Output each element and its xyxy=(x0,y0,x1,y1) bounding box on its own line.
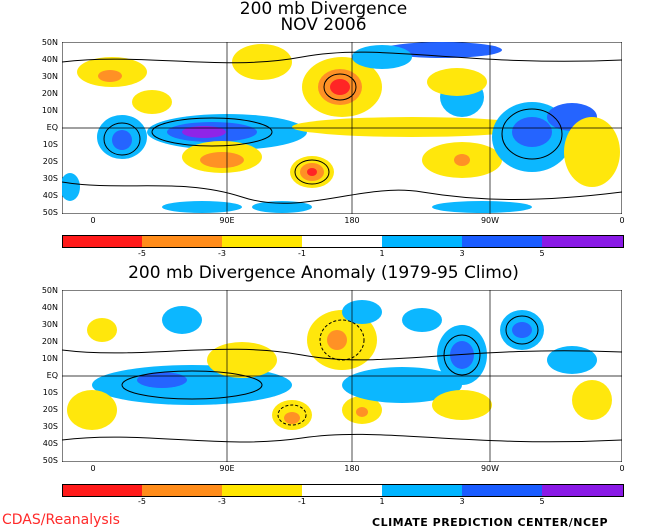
lat-label: 40N xyxy=(41,303,58,312)
map-title: 200 mb Divergence xyxy=(239,0,408,19)
lat-label: 40N xyxy=(41,55,58,64)
colorbar-tick: -1 xyxy=(298,497,306,506)
lat-label: EQ xyxy=(46,123,58,132)
lat-label: 50S xyxy=(42,456,58,465)
lon-label: 0 xyxy=(90,464,96,473)
lon-label: 0 xyxy=(90,216,96,225)
lon-label: 0 xyxy=(619,216,625,225)
lon-label: 0 xyxy=(619,464,625,473)
lat-label: 30S xyxy=(42,174,58,183)
lon-label: 180 xyxy=(344,464,360,473)
colorbar xyxy=(62,235,624,248)
divergence-anomaly-map xyxy=(62,290,622,462)
data-source-label: CDAS/Reanalysis xyxy=(2,512,120,528)
lon-label: 180 xyxy=(344,216,360,225)
colorbar-tick: -5 xyxy=(138,497,146,506)
lat-label: 20N xyxy=(41,89,58,98)
agency-label: CLIMATE PREDICTION CENTER/NCEP xyxy=(372,516,609,529)
colorbar-tick: 1 xyxy=(379,249,385,258)
lat-label: 30N xyxy=(41,72,58,81)
lat-label: 10N xyxy=(41,106,58,115)
lon-label: 90E xyxy=(219,464,235,473)
lat-label: 40S xyxy=(42,191,58,200)
lat-label: 10S xyxy=(42,140,58,149)
lat-label: 10S xyxy=(42,388,58,397)
anomaly-colorbar xyxy=(62,484,624,497)
colorbar-tick: 3 xyxy=(459,497,465,506)
colorbar-tick: 5 xyxy=(539,249,545,258)
colorbar-tick: 5 xyxy=(539,497,545,506)
lat-label: 20N xyxy=(41,337,58,346)
lat-label: 50S xyxy=(42,208,58,217)
colorbar-tick: -1 xyxy=(298,249,306,258)
lat-label: 20S xyxy=(42,157,58,166)
colorbar-tick: 3 xyxy=(459,249,465,258)
lat-label: 50N xyxy=(41,38,58,47)
colorbar-tick: 1 xyxy=(379,497,385,506)
lon-label: 90E xyxy=(219,216,235,225)
map-date: NOV 2006 xyxy=(280,15,367,35)
colorbar-tick: -3 xyxy=(218,497,226,506)
lat-label: 40S xyxy=(42,439,58,448)
lat-label: 30S xyxy=(42,422,58,431)
colorbar-tick: -5 xyxy=(138,249,146,258)
lon-label: 90W xyxy=(480,216,500,225)
lat-label: 50N xyxy=(41,286,58,295)
lat-label: 10N xyxy=(41,354,58,363)
anomaly-map-title: 200 mb Divergence Anomaly (1979-95 Climo… xyxy=(128,263,519,283)
divergence-map xyxy=(62,42,622,214)
lat-label: EQ xyxy=(46,371,58,380)
lat-label: 20S xyxy=(42,405,58,414)
colorbar-tick: -3 xyxy=(218,249,226,258)
lon-label: 90W xyxy=(480,464,500,473)
lat-label: 30N xyxy=(41,320,58,329)
